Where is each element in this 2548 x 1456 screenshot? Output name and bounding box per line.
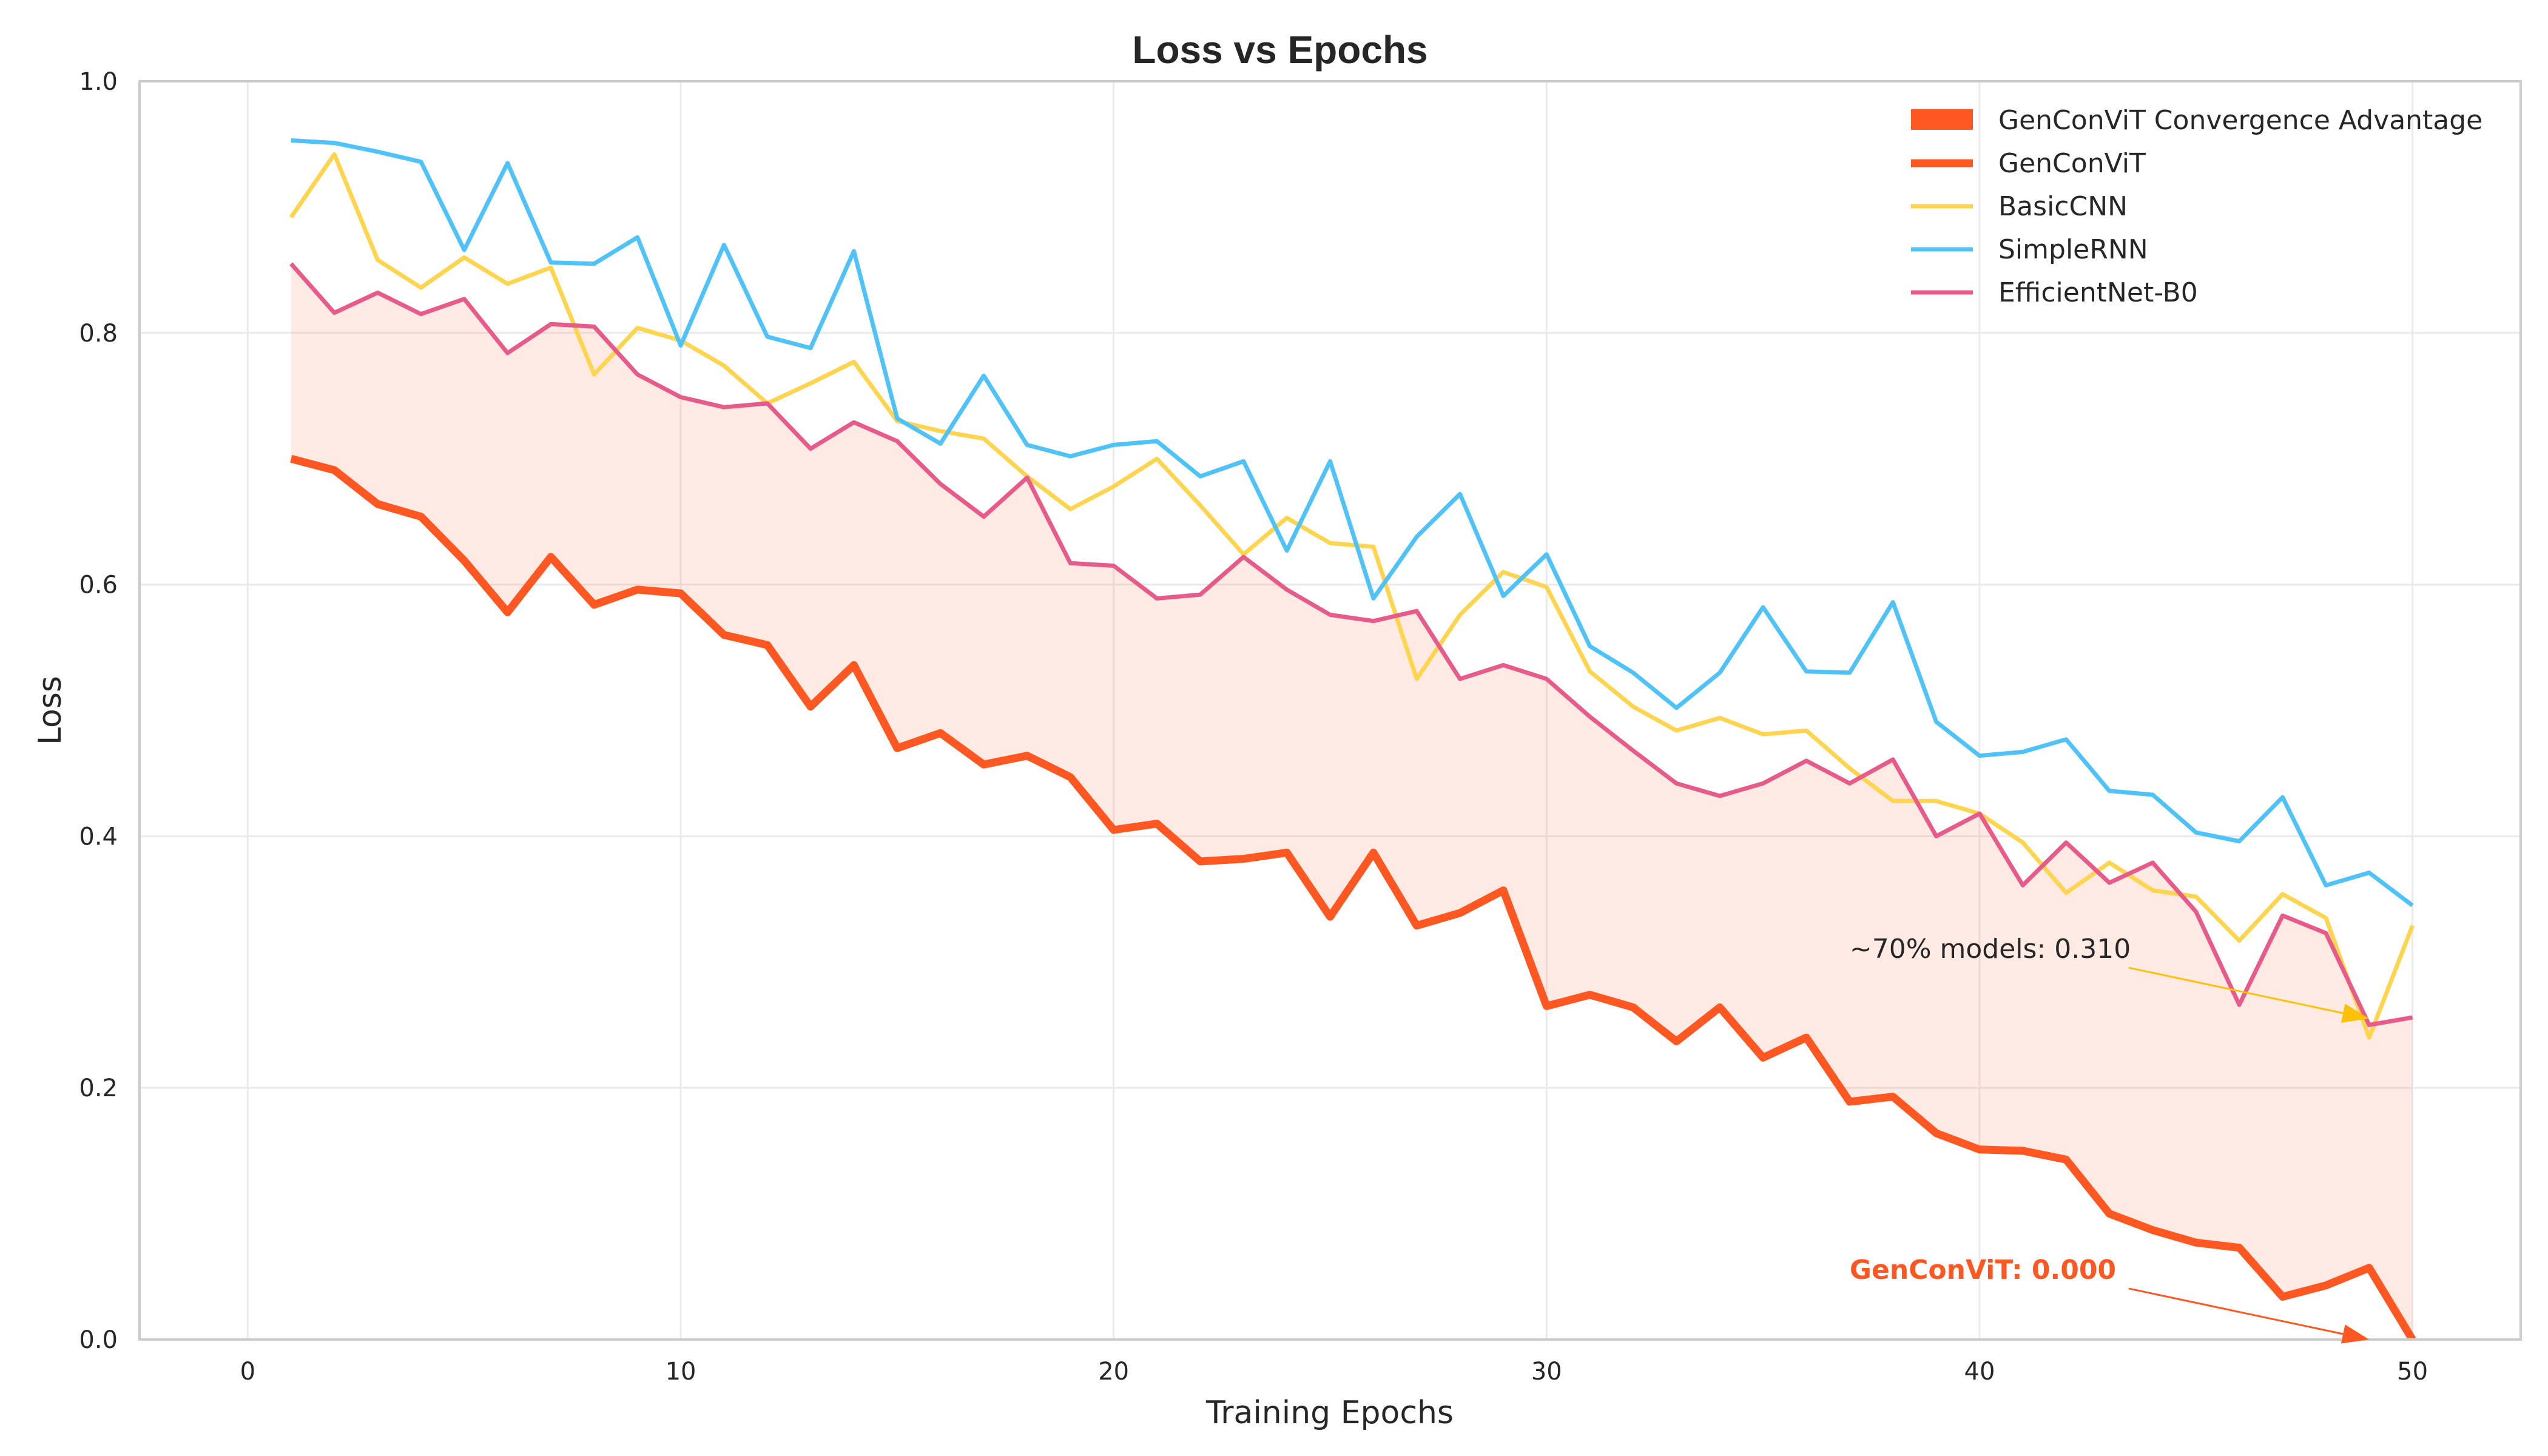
x-tick-label: 0 <box>240 1358 255 1386</box>
x-tick-label: 50 <box>2397 1358 2428 1386</box>
x-tick-label: 30 <box>1531 1358 1562 1386</box>
y-tick-label: 0.0 <box>79 1326 118 1354</box>
plot-frame <box>138 80 2522 1341</box>
annotations: ~70% models: 0.310 GenConViT: 0.000 <box>1850 934 2370 1344</box>
annotation-arrow-head <box>2341 1324 2370 1344</box>
series-line-genconvit <box>290 454 2416 1340</box>
chart-title: Loss vs Epochs <box>1132 28 1427 72</box>
legend-label-genconvit-convergence-advantage: GenConViT Convergence Advantage <box>1998 105 2482 136</box>
x-tick-label: 40 <box>1964 1358 1995 1386</box>
series-line-simplernn <box>291 138 2414 908</box>
fill-layer <box>291 263 2413 1340</box>
y-tick-label: 0.2 <box>79 1074 118 1102</box>
legend-label-simplernn: SimpleRNN <box>1998 234 2148 265</box>
x-axis-label: Training Epochs <box>1205 1395 1454 1431</box>
annotation-label-2: GenConViT: 0.000 <box>1850 1255 2116 1286</box>
y-axis-label: Loss <box>32 676 69 745</box>
legend: GenConViT Convergence Advantage GenConViT… <box>1911 105 2482 308</box>
legend-label-efficientnet-b0: EfficientNet-B0 <box>1998 277 2198 308</box>
x-tick-label: 20 <box>1098 1358 1129 1386</box>
annotation-label-1: ~70% models: 0.310 <box>1850 934 2131 965</box>
tick-labels: 0 10 20 30 40 50 0.0 0.2 0.4 0.6 0.8 1.0 <box>79 68 2428 1386</box>
legend-label-basiccnn: BasicCNN <box>1998 191 2128 222</box>
legend-label-genconvit: GenConViT <box>1998 148 2146 179</box>
series-line-efficientnet-b0 <box>289 262 2413 1027</box>
annotation-arrow-shaft <box>2128 1287 2344 1335</box>
y-tick-label: 1.0 <box>79 68 118 96</box>
x-tick-label: 10 <box>666 1358 696 1386</box>
annotation-arrow-shaft <box>2128 966 2344 1014</box>
y-tick-label: 0.6 <box>79 571 118 599</box>
y-tick-label: 0.8 <box>79 320 118 348</box>
series-line-basiccnn <box>289 152 2415 1040</box>
y-tick-label: 0.4 <box>79 823 118 851</box>
convergence-advantage-area <box>291 263 2413 1340</box>
legend-swatch-genconvit-convergence-advantage <box>1911 109 1973 130</box>
series-layer <box>289 138 2416 1340</box>
annotation-arrow-head <box>2341 1003 2370 1023</box>
